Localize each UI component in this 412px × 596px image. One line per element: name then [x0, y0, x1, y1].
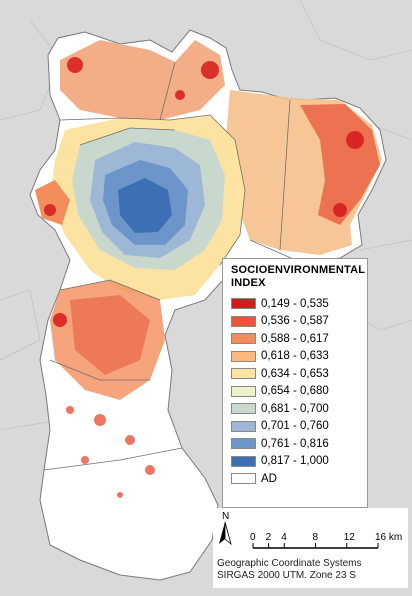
legend-label: 0,681 - 0,700	[261, 402, 329, 415]
scale-tick-label: 4	[281, 532, 287, 543]
legend-swatch	[231, 438, 256, 450]
legend-item: 0,536 - 0,587	[231, 313, 361, 331]
legend-label: 0,654 - 0,680	[261, 385, 329, 398]
legend-swatch	[231, 420, 256, 432]
legend-item: 0,634 - 0,653	[231, 365, 361, 383]
scale-tick-label: 8	[313, 532, 319, 543]
region-west	[35, 180, 70, 225]
crs-line2: SIRGAS 2000 UTM. Zone 23 S	[217, 570, 356, 581]
region-north-hotspots	[44, 57, 364, 327]
north-arrow-icon	[219, 521, 232, 546]
legend-label: 0,618 - 0,633	[261, 350, 329, 363]
legend-item: 0,588 - 0,617	[231, 330, 361, 348]
legend-label: 0,588 - 0,617	[261, 332, 329, 345]
region-north	[60, 40, 225, 120]
legend-swatch	[231, 368, 256, 380]
legend: SOCIOENVIRONMENTAL INDEX 0,149 - 0,535 0,…	[222, 258, 368, 508]
legend-label: AD	[261, 472, 277, 485]
legend-classes: 0,149 - 0,535 0,536 - 0,587 0,588 - 0,617 0…	[231, 295, 361, 488]
region-far-south-spots	[66, 406, 155, 498]
legend-swatch	[231, 333, 256, 345]
scale-tick-label: 12	[344, 532, 356, 543]
scale-tick-label: 0	[250, 532, 256, 543]
legend-label: 0,149 - 0,535	[261, 297, 329, 310]
legend-swatch	[231, 385, 256, 397]
legend-swatch	[231, 350, 256, 362]
legend-label: 0,634 - 0,653	[261, 367, 329, 380]
legend-item: 0,618 - 0,633	[231, 348, 361, 366]
legend-label: 0,701 - 0,760	[261, 420, 329, 433]
legend-swatch	[231, 455, 256, 467]
north-label: N	[222, 511, 229, 522]
region-south-inner	[70, 295, 150, 375]
legend-item: 0,149 - 0,535	[231, 295, 361, 313]
legend-item: AD	[231, 470, 361, 488]
crs-line1: Geographic Coordinate Systems	[217, 558, 362, 569]
legend-label: 0,761 - 0,816	[261, 437, 329, 450]
legend-item: 0,681 - 0,700	[231, 400, 361, 418]
legend-swatch	[231, 473, 256, 485]
legend-item: 0,654 - 0,680	[231, 383, 361, 401]
legend-item: 0,701 - 0,760	[231, 418, 361, 436]
legend-title-line1: SOCIOENVIRONMENTAL	[231, 264, 366, 276]
district-boundaries	[43, 61, 301, 471]
legend-swatch	[231, 298, 256, 310]
scale-tick-label: 16 km	[375, 532, 402, 543]
legend-item: 0,817 - 1,000	[231, 453, 361, 471]
legend-item: 0,761 - 0,816	[231, 435, 361, 453]
legend-swatch	[231, 403, 256, 415]
scale-bar: N 0 2 4 8 12 16 km	[219, 511, 402, 549]
legend-swatch	[231, 315, 256, 327]
legend-label: 0,817 - 1,000	[261, 455, 329, 468]
scale-ticks: 0 2 4 8 12 16 km	[250, 532, 402, 549]
scale-tick-label: 2	[266, 532, 272, 543]
legend-title: SOCIOENVIRONMENTAL INDEX	[231, 264, 366, 290]
legend-title-line2: INDEX	[231, 277, 266, 289]
scale-and-crs-box: N 0 2 4 8 12 16 km Geographic Coordinate Syst…	[213, 508, 408, 588]
legend-label: 0,536 - 0,587	[261, 315, 329, 328]
region-core	[118, 178, 172, 233]
